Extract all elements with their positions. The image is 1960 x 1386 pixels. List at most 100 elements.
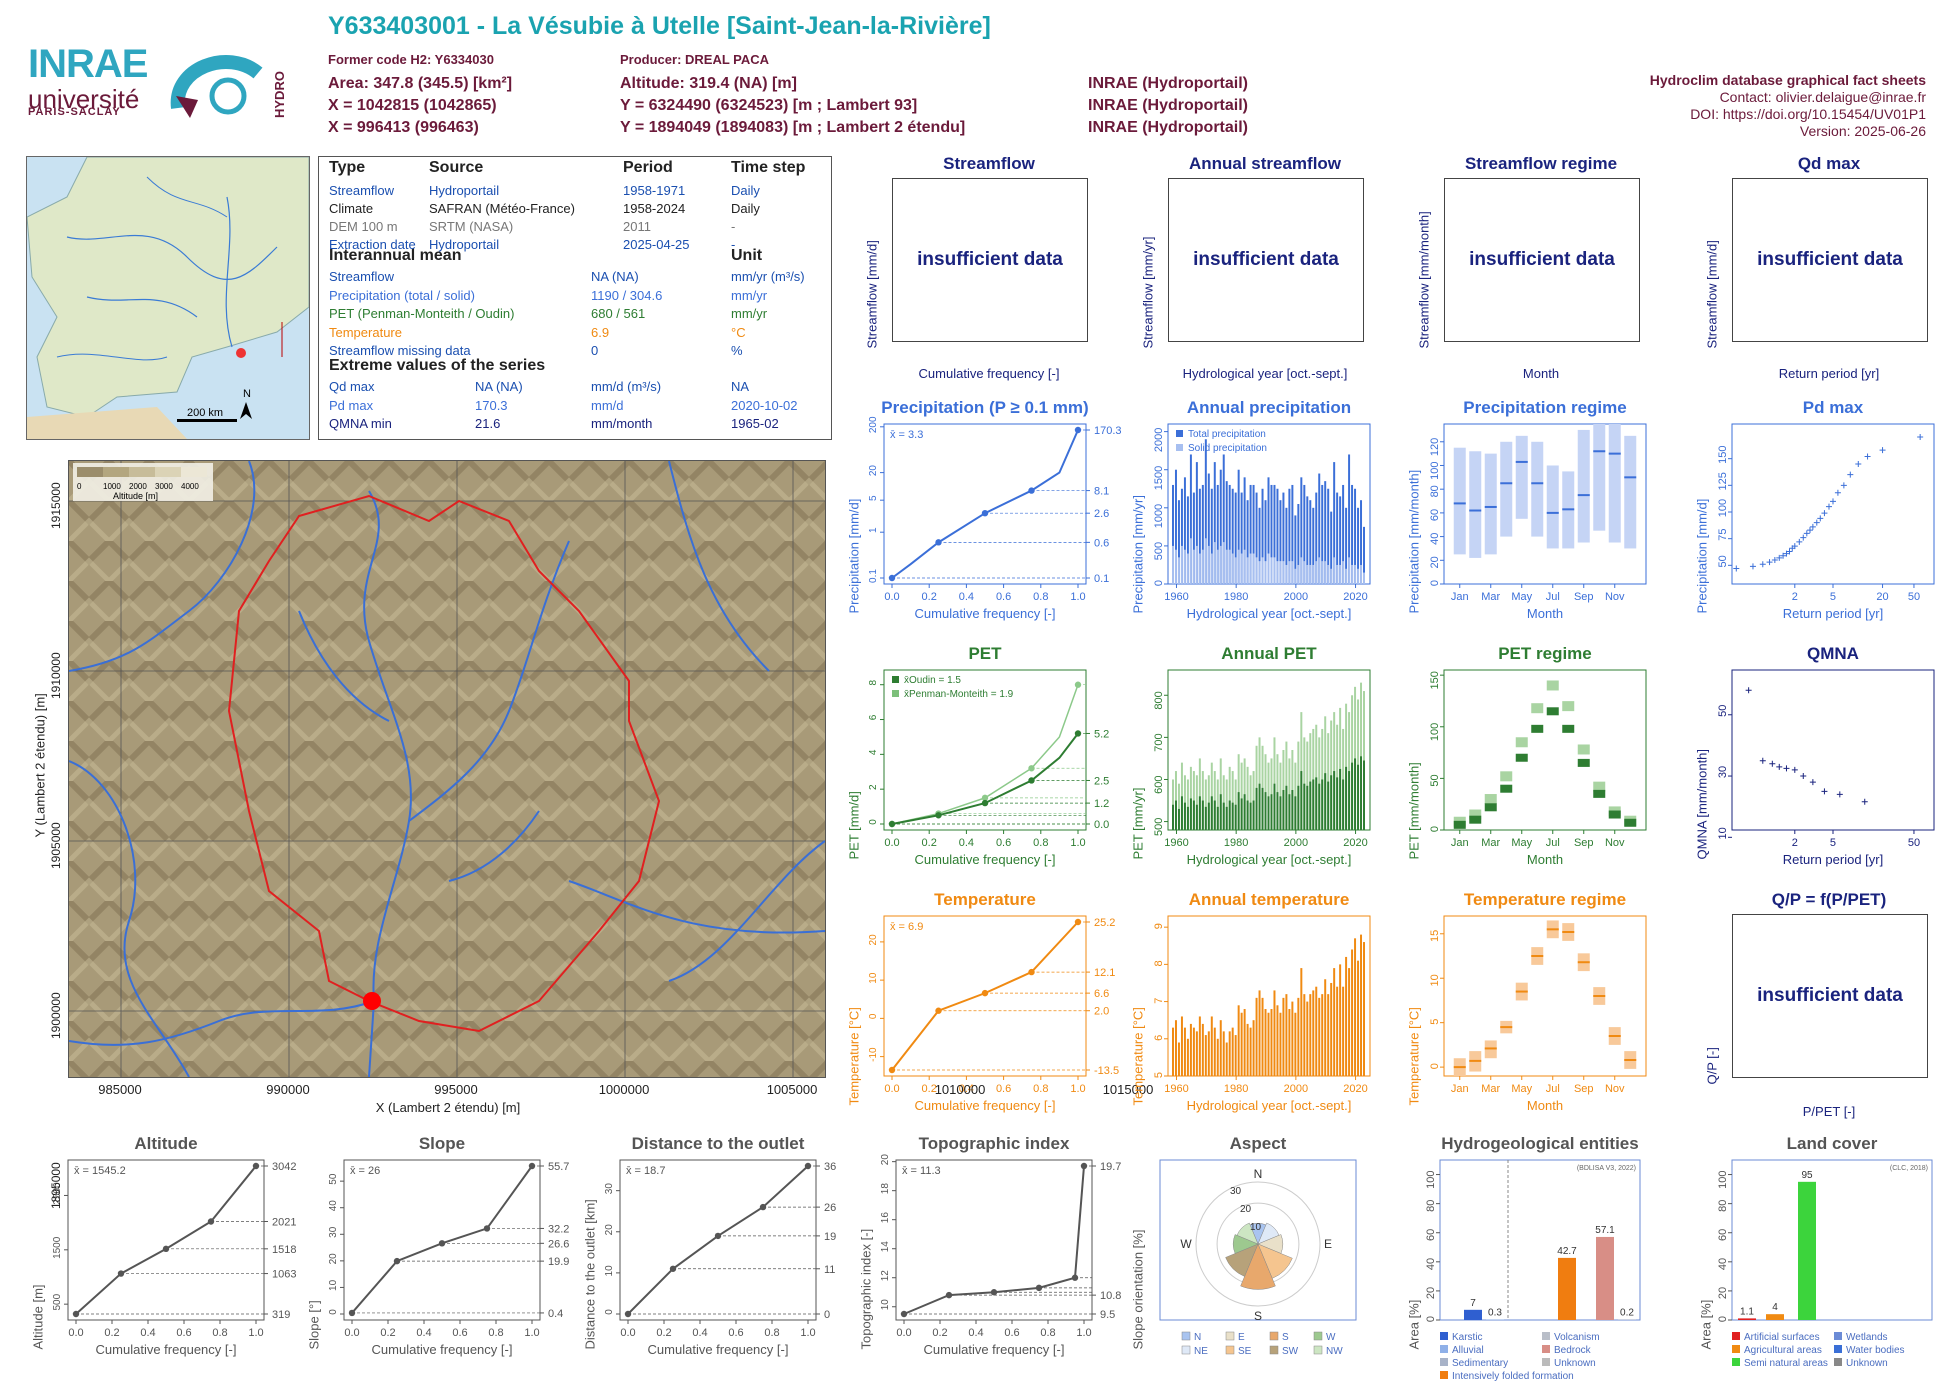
qd_max-title: Qd max [1797,154,1861,173]
aspect-legend-entry: NW [1326,1346,1343,1357]
annual_temp-value-bar [1237,1005,1240,1076]
annual_precip-total-bar [1288,488,1291,584]
streamflow_regime-ylabel: Streamflow [mm/month] [1416,211,1432,349]
annual_temp-value-bar [1222,1031,1225,1076]
topo-ytick: 10 [880,1299,891,1311]
altitude: Altitude: 319.4 (NA) [m] [620,75,797,92]
annual_precip-solid-bar [1228,549,1231,584]
distance-ytick: 10 [604,1265,615,1277]
annual_precip-total-bar [1303,484,1306,584]
annual_precip-total-bar [1216,484,1219,584]
hydrogeo-legend-swatch [1440,1358,1448,1366]
annual_precip-total-bar [1285,507,1288,584]
precip_regime-box [1469,451,1482,558]
annual_temp-xtick: 1980 [1224,1083,1248,1095]
hydrogeo-note: (BDLISA V3, 2022) [1577,1165,1636,1172]
doi: DOI: https://doi.org/10.15454/UV01P1 [1690,106,1926,122]
annual_precip-solid-bar [1294,568,1297,584]
temp_regime-xtick: May [1511,1083,1532,1095]
distance-frame [619,1159,817,1321]
precip_cdf-rtick: 8.1 [1094,486,1109,498]
france-map-canvas: 200 km N [27,157,309,439]
hydrogeo-legend-entry: Volcanism [1554,1332,1600,1343]
annual_temp-value-bar [1231,1027,1234,1076]
annual_streamflow-ylabel: Streamflow [mm/yr] [1140,236,1156,349]
annual_pet-oudin-bar [1330,775,1333,830]
landcover-ytick: 80 [1717,1200,1729,1212]
hydrogeo-legend-entry: Karstic [1452,1332,1483,1343]
pd_max-point [1840,482,1847,489]
annual_pet-oudin-bar [1172,804,1174,830]
aspect-title: Aspect [1229,1134,1287,1153]
landcover-ytick: 0 [1717,1316,1729,1322]
annual_precip-solid-bar [1240,553,1243,584]
annual_precip-total-bar [1249,484,1252,584]
temp_cdf-xtick: 0.2 [922,1083,937,1095]
annual_pet-oudin-bar [1363,760,1365,830]
annual_temp-value-bar [1258,990,1261,1076]
altitude-rtick: 1063 [272,1269,296,1281]
qmna-ytick: 30 [1717,766,1729,778]
annual_pet-oudin-bar [1270,794,1273,830]
pet_regime-xtick: Mar [1481,837,1500,849]
precip_regime-box [1593,424,1606,531]
aspect-compass: N [1254,1167,1263,1181]
info-period: 1958-2024 [623,201,686,216]
annual_precip-total-bar [1282,492,1285,584]
map-y-tick: 1910000 [49,652,63,699]
annual_precip-total-bar [1300,477,1303,584]
annual_streamflow-xlabel: Hydrological year [oct.-sept.] [1182,366,1348,381]
pd_max-point [1766,559,1773,566]
distance-rtick: 26 [824,1202,836,1214]
precip_regime-xlabel: Month [1526,606,1564,621]
annual_temp-value-bar [1294,1012,1297,1076]
mean-name: PET (Penman-Monteith / Oudin) [329,306,515,321]
qmna-xlabel: Return period [yr] [1782,852,1884,867]
landcover-bar-label: 95 [1801,1170,1813,1181]
annual_precip-solid-bar [1312,564,1315,584]
annual_pet-oudin-bar [1243,794,1246,830]
annual_temp-value-bar [1273,990,1276,1076]
annual_pet-penman-bar [1228,766,1231,830]
annual_pet-oudin-bar [1207,802,1210,830]
annual_pet-oudin-bar [1312,779,1315,830]
annual_temp-value-bar [1297,997,1300,1076]
slope-rtick: 55.7 [548,1161,569,1173]
annual_precip-total-bar [1189,454,1192,584]
annual_pet-penman-bar [1285,741,1288,830]
mean-value: 6.9 [591,324,610,340]
pet_regime-title: PET regime [1498,644,1592,663]
annual_precip-solid-bar [1207,545,1210,584]
precip_regime-xtick: Jan [1451,591,1469,603]
slope-ylabel: Slope [°] [306,1300,322,1350]
streamflow_regime-title: Streamflow regime [1464,154,1618,173]
annual_streamflow-insufficient: insufficient data [1168,178,1364,342]
aspect-sector [1236,1222,1259,1245]
pd_max-point [1780,552,1787,559]
topo-xtick: 0.2 [932,1327,947,1339]
streamflow-xlabel: Cumulative frequency [-] [918,366,1060,381]
hydrogeo-bar-label: 0.2 [1620,1308,1634,1319]
annual_pet-penman-bar [1237,754,1240,830]
annual_precip-total-bar [1348,454,1351,584]
annual_precip-ytick: 1000 [1153,504,1165,528]
annual_precip-total-bar [1333,462,1336,584]
annual_precip-total-bar [1255,492,1258,584]
annual_pet-oudin-bar [1222,802,1225,830]
mean-name: Precipitation (total / solid) [329,287,475,303]
col-period: Period [623,159,673,176]
topo-frame [895,1159,1093,1321]
annual_streamflow-title: Annual streamflow [1188,154,1342,173]
annual_temp-value-bar [1282,997,1285,1076]
info-source: Hydroportail [429,183,500,198]
slope-ytick: 0 [328,1309,339,1315]
landcover-legend-swatch [1732,1358,1740,1366]
mean-unit: mm/yr [731,306,768,321]
temp_regime-xtick: Nov [1605,1083,1625,1095]
annual_pet-ytick: 700 [1153,733,1165,751]
annual_precip-total-bar [1180,488,1183,584]
temp_cdf-xtick: 0.4 [959,1083,974,1095]
pd_max-point [1809,523,1816,530]
annual_precip-total-bar [1273,484,1276,584]
topo-mean-label: x̄ = 11.3 [902,1165,941,1177]
